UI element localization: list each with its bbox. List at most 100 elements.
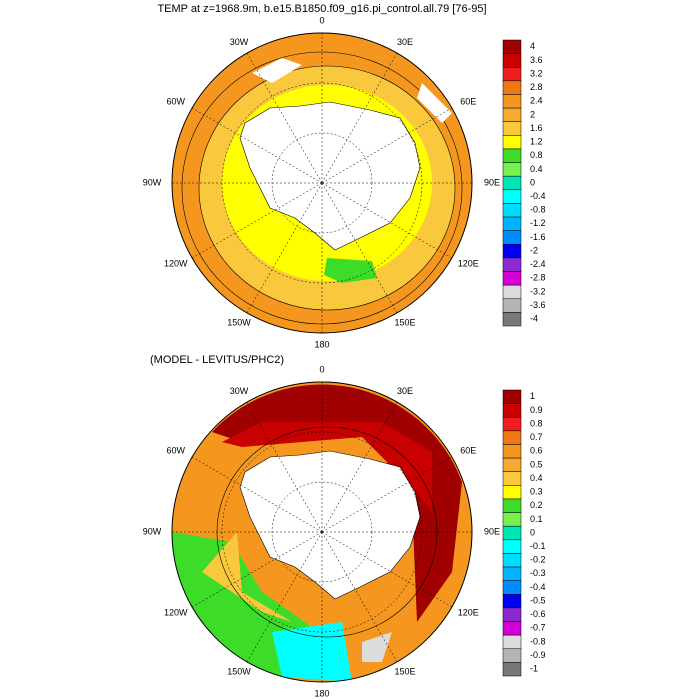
colorbar-label: -0.1 xyxy=(530,541,546,551)
longitude-label: 150W xyxy=(227,667,251,677)
longitude-label: 30W xyxy=(230,37,249,47)
meridian-line xyxy=(191,107,323,184)
colorbar-label: 0.1 xyxy=(530,514,543,524)
longitude-label: 30E xyxy=(397,37,413,47)
meridian-line xyxy=(246,182,323,314)
contour-fill xyxy=(272,622,352,682)
colorbar-box xyxy=(502,525,522,541)
longitude-label: 90E xyxy=(484,526,500,536)
colorbar-box xyxy=(502,312,522,327)
contour-fill xyxy=(252,58,302,83)
colorbar-box xyxy=(502,662,522,677)
colorbar-box xyxy=(502,539,522,554)
colorbar-label: 4 xyxy=(530,41,535,51)
colorbar-box xyxy=(502,648,522,663)
longitude-label: 0 xyxy=(319,15,324,25)
colorbar-label: -0.3 xyxy=(530,568,546,578)
colorbar-label: 0 xyxy=(530,177,535,187)
longitude-label: 150E xyxy=(394,318,415,328)
antarctica xyxy=(239,450,421,600)
colorbar-box xyxy=(502,107,522,122)
meridian-line xyxy=(191,531,323,608)
colorbar-label: -0.5 xyxy=(530,595,546,605)
colorbar-label: 0.8 xyxy=(530,150,543,160)
colorbar-box xyxy=(502,389,522,404)
colorbar-label: -0.4 xyxy=(530,582,546,592)
longitude-label: 120E xyxy=(458,607,479,617)
panel-title: (MODEL - LEVITUS/PHC2) xyxy=(150,354,284,366)
meridian-line xyxy=(246,52,323,184)
meridian-line xyxy=(191,456,323,533)
colorbar-box xyxy=(502,457,522,472)
longitude-label: 150E xyxy=(394,667,415,677)
colorbar-box xyxy=(502,66,522,82)
colorbar-box xyxy=(502,39,522,54)
colorbar-label: 1.2 xyxy=(530,137,543,147)
meridian-line xyxy=(246,531,323,663)
longitude-label: 0 xyxy=(319,364,324,374)
longitude-label: 30E xyxy=(397,386,413,396)
colorbar-label: -1.2 xyxy=(530,218,546,228)
map-border xyxy=(171,381,473,683)
colorbar-label: -2 xyxy=(530,245,538,255)
colorbar-label: -1 xyxy=(530,664,538,674)
longitude-label: 90W xyxy=(143,177,162,187)
colorbar-label: 2.8 xyxy=(530,82,543,92)
colorbar-box xyxy=(502,634,522,650)
colorbar-label: -0.7 xyxy=(530,623,546,633)
longitude-label: 180 xyxy=(314,339,329,349)
colorbar-box xyxy=(502,80,522,95)
colorbar-label: 3.2 xyxy=(530,68,543,78)
colorbar-box xyxy=(502,257,522,272)
colorbar-label: -0.4 xyxy=(530,191,546,201)
colorbar-label: 1 xyxy=(530,391,535,401)
colorbar-label: 0.8 xyxy=(530,418,543,428)
longitude-label: 60W xyxy=(166,445,185,455)
longitude-label: 90W xyxy=(143,526,162,536)
colorbar-label: -0.2 xyxy=(530,555,546,565)
colorbar-label: 2.4 xyxy=(530,96,543,106)
longitude-label: 30W xyxy=(230,386,249,396)
panel-title: TEMP at z=1968.9m, b.e15.B1850.f09_g16.p… xyxy=(157,3,486,15)
colorbar-box xyxy=(502,553,522,568)
meridian-line xyxy=(321,531,398,663)
colorbar-box xyxy=(502,594,522,609)
colorbar-label: -2.8 xyxy=(530,273,546,283)
meridian-line xyxy=(321,531,453,608)
colorbar-box xyxy=(502,298,522,313)
colorbar-label: -0.6 xyxy=(530,609,546,619)
colorbar-label: 0.4 xyxy=(530,473,543,483)
contour-fill xyxy=(202,532,292,622)
contour-fill xyxy=(324,258,377,283)
map: 0 30E 60E 90E 120E 150E 180 150W 120W 90W 60W 30W xyxy=(143,364,500,698)
longitude-label: 60E xyxy=(460,445,476,455)
longitude-label: 90E xyxy=(484,177,500,187)
colorbar-box xyxy=(502,566,522,581)
colorbar-box xyxy=(502,162,522,177)
colorbar-box xyxy=(502,53,522,68)
colorbar-box xyxy=(502,621,522,636)
colorbar-label: 0.5 xyxy=(530,459,543,469)
colorbar-label: 0 xyxy=(530,527,535,537)
colorbar-label: -0.8 xyxy=(530,205,546,215)
longitude-label: 120W xyxy=(164,258,188,268)
colorbar-box xyxy=(502,175,522,191)
colorbar-box xyxy=(502,244,522,259)
colorbar-label: -0.8 xyxy=(530,636,546,646)
colorbar-box xyxy=(502,430,522,445)
meridian-line xyxy=(321,182,453,259)
meridian-line xyxy=(321,401,398,533)
meridian-line xyxy=(246,401,323,533)
colorbar-label: -1.6 xyxy=(530,232,546,242)
longitude-label: 60E xyxy=(460,96,476,106)
map-field xyxy=(172,33,472,333)
colorbar-box xyxy=(502,416,522,432)
colorbar-box xyxy=(502,230,522,245)
longitude-label: 180 xyxy=(314,688,329,698)
contour-fill xyxy=(198,65,456,311)
colorbar-label: 3.6 xyxy=(530,55,543,65)
colorbar-label: 0.2 xyxy=(530,500,543,510)
colorbar-box xyxy=(502,284,522,300)
colorbar-box xyxy=(502,498,522,513)
